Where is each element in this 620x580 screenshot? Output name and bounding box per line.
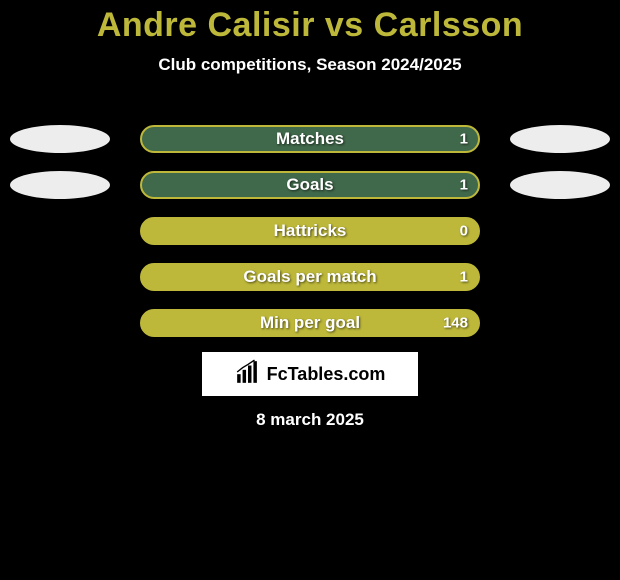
stat-label: Hattricks (274, 221, 347, 241)
stat-bar: Matches 1 (140, 125, 480, 153)
player2-value: 148 (443, 315, 468, 332)
fctables-logo: FcTables.com (202, 352, 418, 396)
stat-row: Goals per match 1 (0, 258, 620, 304)
player2-oval (510, 125, 610, 153)
player2-name: Carlsson (374, 6, 524, 44)
stat-label: Matches (276, 129, 344, 149)
stat-row: Goals 1 (0, 166, 620, 212)
player2-value: 1 (460, 131, 468, 148)
player2-value: 0 (460, 223, 468, 240)
player1-oval (10, 171, 110, 199)
player2-oval (510, 171, 610, 199)
stat-row: Hattricks 0 (0, 212, 620, 258)
player2-value: 1 (460, 177, 468, 194)
player1-oval (10, 125, 110, 153)
stat-row: Matches 1 (0, 120, 620, 166)
date-text: 8 march 2025 (0, 410, 620, 430)
bar-chart-icon (235, 359, 261, 390)
vs-text: vs (325, 6, 364, 44)
player2-value: 1 (460, 269, 468, 286)
stat-bar: Min per goal 148 (140, 309, 480, 337)
subtitle: Club competitions, Season 2024/2025 (0, 55, 620, 75)
player1-name: Andre Calisir (97, 6, 315, 44)
stat-bar: Goals per match 1 (140, 263, 480, 291)
stat-row: Min per goal 148 (0, 304, 620, 350)
comparison-chart: Matches 1 Goals 1 Hattricks 0 Goals per match 1… (0, 120, 620, 350)
page-title: Andre Calisir vs Carlsson (0, 0, 620, 45)
stat-bar: Goals 1 (140, 171, 480, 199)
stat-bar: Hattricks 0 (140, 217, 480, 245)
logo-text: FcTables.com (267, 364, 386, 385)
stat-label: Goals per match (243, 267, 376, 287)
stat-label: Min per goal (260, 313, 360, 333)
stat-label: Goals (286, 175, 333, 195)
